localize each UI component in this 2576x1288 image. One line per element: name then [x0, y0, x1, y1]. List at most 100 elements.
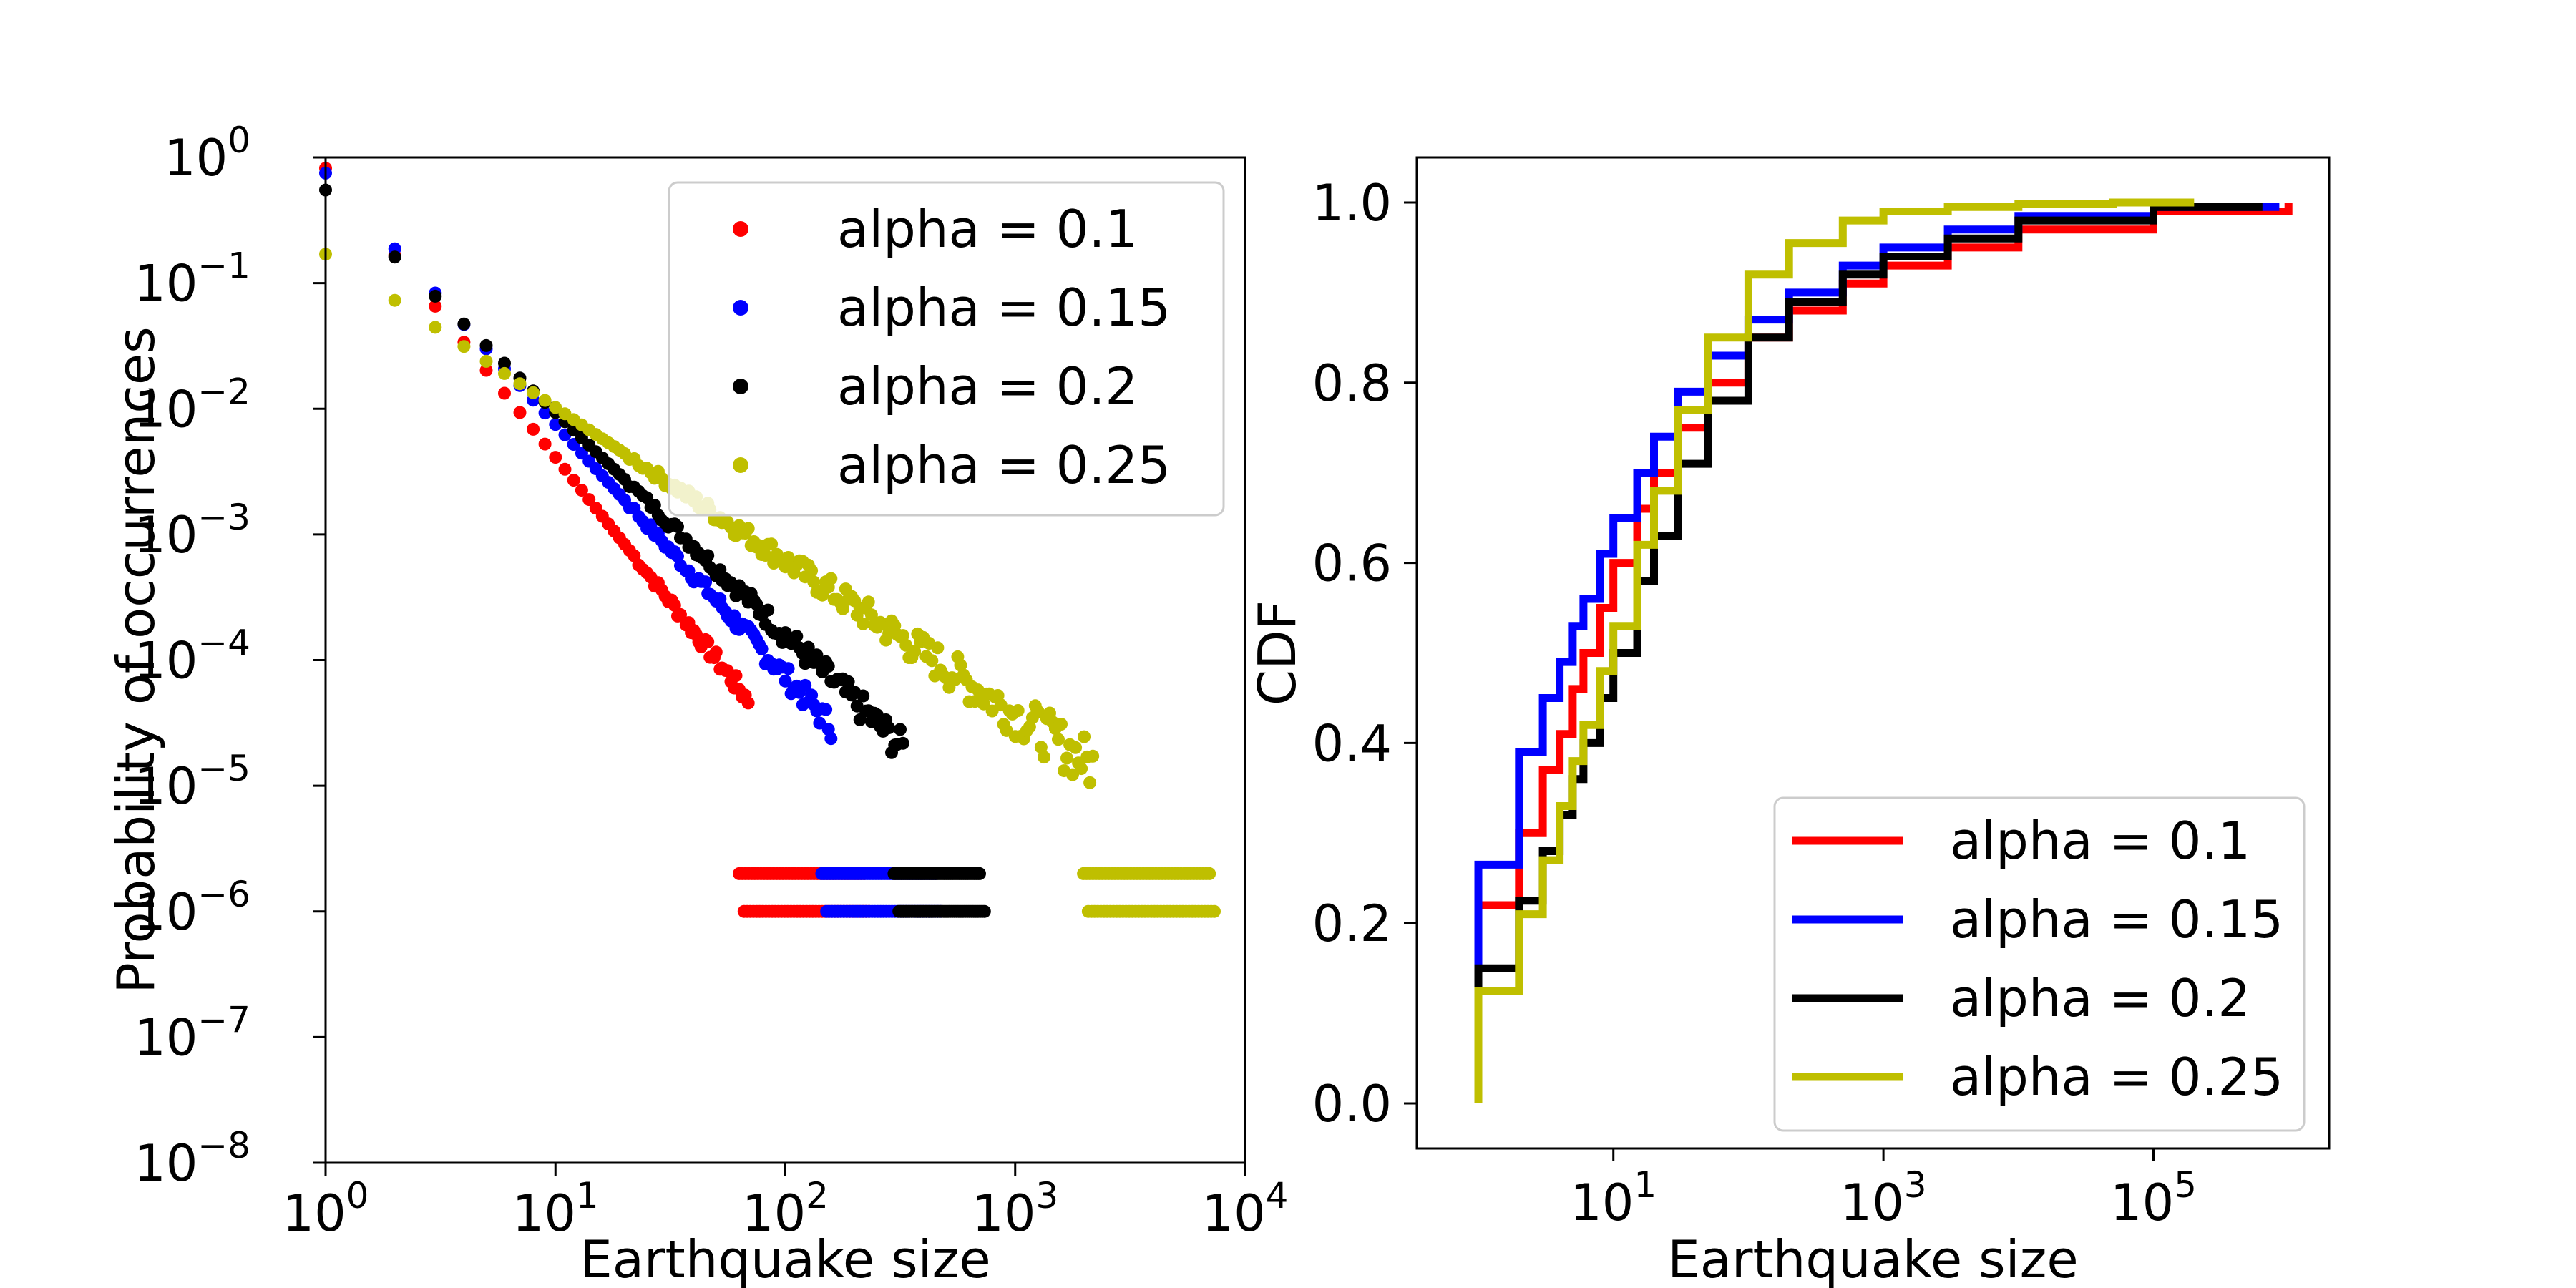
scatter-point — [582, 493, 596, 507]
left-y-tick-label-base: 10 — [134, 883, 197, 942]
scatter-point — [671, 519, 684, 533]
left-x-axis-label: Earthquake size — [580, 1229, 990, 1288]
scatter-point — [567, 474, 580, 487]
left-x-tick-label-exponent: 1 — [576, 1175, 599, 1216]
left-y-tick-label-base: 10 — [134, 380, 197, 439]
scatter-point — [513, 377, 527, 391]
scatter-point — [1034, 741, 1048, 754]
left-y-tick-label-base: 10 — [134, 506, 197, 565]
scatter-point — [781, 662, 795, 675]
left-x-tick-label-exponent: 4 — [1266, 1175, 1289, 1216]
scatter-point — [741, 522, 755, 535]
right-y-tick-label: 0.8 — [1312, 354, 1392, 413]
scatter-point — [728, 609, 741, 623]
left-y-tick-label: 10−7 — [134, 999, 250, 1067]
legend-marker — [733, 379, 748, 394]
left-y-tick-label-exponent: −4 — [197, 623, 250, 664]
left-x-tick-label: 104 — [1202, 1175, 1289, 1243]
right-y-tick-label: 0.4 — [1312, 714, 1392, 773]
left-y-tick-label-base: 10 — [164, 129, 228, 187]
scatter-point — [954, 658, 967, 672]
scatter-series-2 — [319, 183, 991, 918]
scatter-point — [538, 406, 552, 420]
right-x-axis-label: Earthquake size — [1667, 1229, 2078, 1288]
scatter-point — [388, 250, 401, 264]
scatter-point — [729, 669, 743, 683]
scatter-point — [836, 602, 849, 615]
right-x-tick-label: 103 — [1840, 1164, 1927, 1232]
left-y-tick-label-exponent: 0 — [228, 119, 250, 161]
left-y-tick-label-exponent: −1 — [197, 245, 250, 287]
scatter-point — [429, 289, 442, 303]
scatter-point — [824, 732, 838, 746]
scatter-point — [1060, 751, 1073, 765]
scatter-point — [701, 635, 715, 648]
left-y-tick-label: 10−4 — [134, 623, 250, 691]
right-legend-box — [1773, 796, 2306, 1132]
legend-label: alpha = 0.1 — [837, 199, 1138, 259]
legend-label: alpha = 0.15 — [1950, 889, 2283, 950]
scatter-point — [498, 386, 511, 400]
scatter-point — [1078, 730, 1091, 743]
scatter-point — [779, 674, 792, 688]
left-x-tick-label-exponent: 0 — [346, 1175, 369, 1216]
scatter-point — [750, 597, 763, 611]
scatter-point — [429, 321, 442, 334]
scatter-point — [549, 401, 562, 414]
scatter-point — [896, 736, 909, 750]
left-y-tick-label: 10−8 — [134, 1125, 250, 1193]
scatter-point — [498, 356, 511, 370]
left-y-tick-label: 10−3 — [134, 497, 250, 565]
right-y-axis-label: CDF — [1247, 600, 1307, 706]
scatter-point — [575, 484, 588, 497]
right-y-tick-label: 0.6 — [1312, 535, 1392, 593]
scatter-point — [882, 721, 896, 735]
legend-label: alpha = 0.1 — [1950, 811, 2250, 871]
scatter-point — [668, 598, 681, 612]
left-y-tick-label: 100 — [164, 119, 250, 187]
scatter-point — [896, 629, 909, 643]
left-y-tick-label-base: 10 — [134, 255, 197, 313]
scatter-point — [538, 437, 552, 451]
scatter-point — [864, 608, 878, 622]
scatter-point — [977, 697, 990, 711]
scatter-point — [457, 317, 471, 331]
scatter-point — [709, 645, 723, 659]
left-y-tick-label-base: 10 — [134, 1134, 197, 1193]
right-axes-frame — [1415, 156, 2331, 1150]
left-x-tick-label: 102 — [742, 1175, 829, 1243]
right-x-tick-label-base: 10 — [1570, 1174, 1634, 1232]
left-y-tick-label-exponent: −6 — [197, 874, 250, 915]
scatter-point — [1208, 904, 1221, 918]
scatter-point — [790, 630, 804, 643]
scatter-point — [758, 549, 772, 562]
right-y-tick-label: 0.0 — [1312, 1075, 1392, 1133]
scatter-point — [538, 394, 552, 407]
scatter-point — [674, 608, 687, 621]
legend-marker — [733, 457, 748, 473]
scatter-point — [701, 549, 715, 562]
scatter-point — [527, 386, 540, 399]
scatter-point — [1038, 751, 1050, 764]
legend-label: alpha = 0.25 — [837, 435, 1171, 495]
scatter-point — [821, 660, 835, 673]
right-x-tick-label-exponent: 1 — [1634, 1164, 1657, 1206]
scatter-point — [429, 299, 442, 313]
scatter-point — [805, 564, 819, 577]
scatter-point — [479, 338, 493, 352]
left-x-tick-label-base: 10 — [283, 1184, 346, 1243]
left-y-tick-label-exponent: −7 — [197, 999, 250, 1040]
left-legend-box — [668, 181, 1225, 517]
scatter-point — [513, 406, 527, 419]
legend-label: alpha = 0.2 — [837, 356, 1138, 416]
scatter-point — [498, 366, 511, 380]
right-x-tick-label-exponent: 3 — [1904, 1164, 1927, 1206]
scatter-point — [931, 641, 945, 655]
scatter-point — [799, 678, 812, 692]
left-y-tick-label: 10−1 — [134, 245, 250, 313]
scatter-point — [1052, 733, 1065, 746]
scatter-point — [648, 499, 661, 512]
left-x-tick-label: 101 — [512, 1175, 599, 1243]
